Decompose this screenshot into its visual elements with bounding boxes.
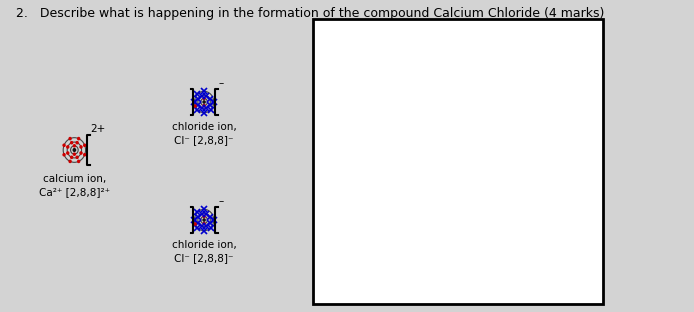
Circle shape <box>203 219 205 221</box>
Circle shape <box>76 156 78 158</box>
Circle shape <box>63 154 65 156</box>
Text: Cl⁻ [2,8,8]⁻: Cl⁻ [2,8,8]⁻ <box>174 135 234 145</box>
Text: calcium ion,: calcium ion, <box>43 174 106 184</box>
Circle shape <box>80 146 82 148</box>
Circle shape <box>203 215 205 217</box>
Circle shape <box>203 97 205 100</box>
Circle shape <box>67 146 69 148</box>
Text: 2+: 2+ <box>90 124 105 134</box>
Circle shape <box>194 105 196 107</box>
Circle shape <box>203 101 205 103</box>
Text: chloride ion,: chloride ion, <box>171 240 237 250</box>
Circle shape <box>80 152 82 154</box>
Text: 2.   Describe what is happening in the formation of the compound Calcium Chlorid: 2. Describe what is happening in the for… <box>17 7 604 20</box>
Circle shape <box>74 145 76 147</box>
Circle shape <box>71 142 73 144</box>
Circle shape <box>76 142 78 144</box>
Circle shape <box>203 222 205 225</box>
Circle shape <box>69 160 71 163</box>
Circle shape <box>84 154 85 156</box>
Text: –: – <box>219 196 223 206</box>
Text: Cl⁻ [2,8,8]⁻: Cl⁻ [2,8,8]⁻ <box>174 253 234 263</box>
Circle shape <box>78 160 80 163</box>
Circle shape <box>78 138 80 140</box>
Circle shape <box>73 149 76 151</box>
Circle shape <box>71 156 73 158</box>
Circle shape <box>203 105 205 107</box>
Circle shape <box>74 153 76 155</box>
Circle shape <box>67 152 69 154</box>
Circle shape <box>194 223 196 225</box>
FancyBboxPatch shape <box>313 19 603 304</box>
Text: –: – <box>219 78 223 88</box>
Text: chloride ion,: chloride ion, <box>171 122 237 132</box>
Text: Ca²⁺ [2,8,8]²⁺: Ca²⁺ [2,8,8]²⁺ <box>39 187 110 197</box>
Circle shape <box>63 144 65 146</box>
Circle shape <box>84 144 85 146</box>
Circle shape <box>69 138 71 140</box>
